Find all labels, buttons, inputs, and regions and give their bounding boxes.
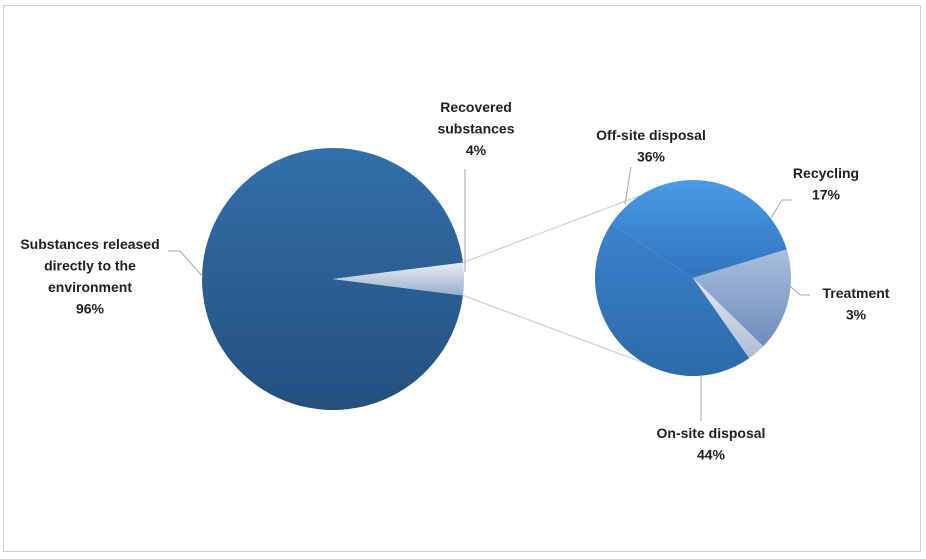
slice-recovered-substances [333, 262, 465, 296]
chart-area: Substances released directly to the enviro… [3, 5, 921, 552]
connector-line-top [462, 195, 640, 264]
leader-treatment [789, 285, 810, 296]
label-on-site-disposal: On-site disposal 44% [657, 425, 766, 463]
leader-recycling [770, 199, 792, 219]
leader-off-site-disposal [624, 166, 632, 205]
slice-on-site-disposal [594, 224, 750, 377]
slice-off-site-disposal [611, 179, 787, 278]
connector-line-bottom [462, 294, 645, 364]
label-recycling: Recycling 17% [793, 165, 859, 203]
slice-treatment [693, 278, 764, 359]
label-substances-released: Substances released directly to the enviro… [20, 236, 159, 317]
slice-substances-released [202, 148, 463, 410]
leader-substances-released [168, 250, 204, 278]
bar-of-pie-chart: Substances released directly to the enviro… [20, 99, 890, 463]
slice-recycling [693, 249, 792, 347]
label-off-site-disposal: Off-site disposal 36% [596, 127, 706, 165]
label-treatment: Treatment 3% [823, 285, 890, 323]
label-recovered-substances: Recovered substances 4% [437, 99, 514, 158]
